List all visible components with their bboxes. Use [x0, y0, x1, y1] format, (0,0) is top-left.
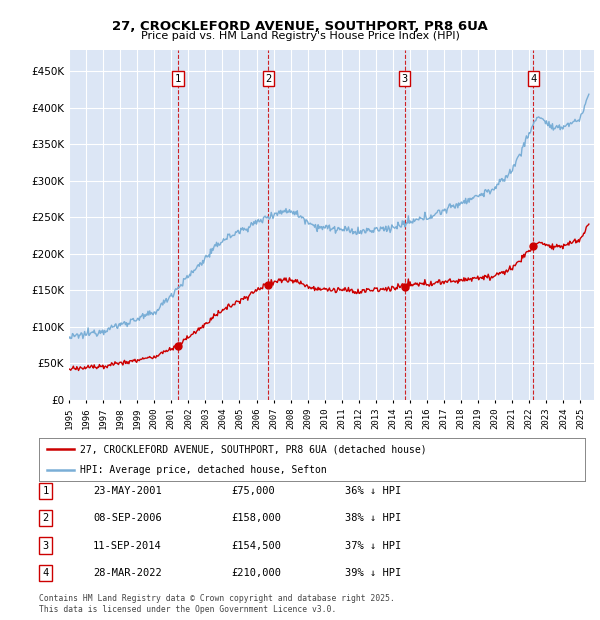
Text: £154,500: £154,500 [231, 541, 281, 551]
Text: £210,000: £210,000 [231, 568, 281, 578]
Text: 4: 4 [43, 568, 49, 578]
Text: 1: 1 [175, 74, 181, 84]
Text: 11-SEP-2014: 11-SEP-2014 [93, 541, 162, 551]
Text: 27, CROCKLEFORD AVENUE, SOUTHPORT, PR8 6UA (detached house): 27, CROCKLEFORD AVENUE, SOUTHPORT, PR8 6… [80, 445, 427, 454]
Text: £158,000: £158,000 [231, 513, 281, 523]
Text: 2: 2 [43, 513, 49, 523]
Text: 28-MAR-2022: 28-MAR-2022 [93, 568, 162, 578]
Text: 3: 3 [401, 74, 408, 84]
Text: 2: 2 [265, 74, 271, 84]
Text: HPI: Average price, detached house, Sefton: HPI: Average price, detached house, Seft… [80, 464, 326, 474]
Text: Contains HM Land Registry data © Crown copyright and database right 2025.: Contains HM Land Registry data © Crown c… [39, 593, 395, 603]
Text: 38% ↓ HPI: 38% ↓ HPI [345, 513, 401, 523]
Text: 4: 4 [530, 74, 536, 84]
Text: 23-MAY-2001: 23-MAY-2001 [93, 486, 162, 496]
Text: 3: 3 [43, 541, 49, 551]
Text: £75,000: £75,000 [231, 486, 275, 496]
Text: This data is licensed under the Open Government Licence v3.0.: This data is licensed under the Open Gov… [39, 604, 337, 614]
Text: Price paid vs. HM Land Registry's House Price Index (HPI): Price paid vs. HM Land Registry's House … [140, 31, 460, 41]
Text: 37% ↓ HPI: 37% ↓ HPI [345, 541, 401, 551]
Text: 27, CROCKLEFORD AVENUE, SOUTHPORT, PR8 6UA: 27, CROCKLEFORD AVENUE, SOUTHPORT, PR8 6… [112, 20, 488, 33]
Text: 36% ↓ HPI: 36% ↓ HPI [345, 486, 401, 496]
Text: 39% ↓ HPI: 39% ↓ HPI [345, 568, 401, 578]
Text: 1: 1 [43, 486, 49, 496]
Text: 08-SEP-2006: 08-SEP-2006 [93, 513, 162, 523]
